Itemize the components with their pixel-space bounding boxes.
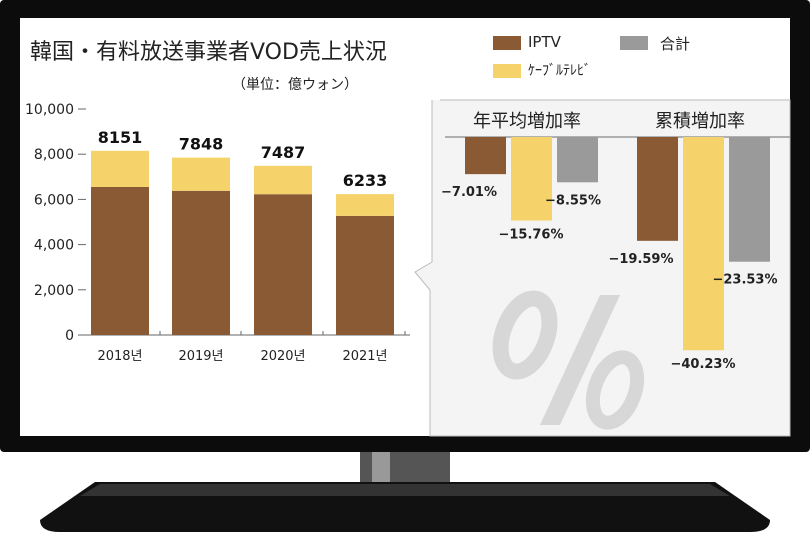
total-label: 7487 bbox=[261, 143, 306, 162]
legend-label-iptv: IPTV bbox=[528, 33, 561, 51]
y-tick-label: 0 bbox=[65, 328, 74, 344]
bar-cable bbox=[91, 150, 149, 187]
x-tick-label: 2020년 bbox=[260, 349, 305, 364]
bar-iptv bbox=[91, 186, 149, 335]
x-tick-label: 2021년 bbox=[342, 349, 387, 364]
tv-base-highlight bbox=[80, 484, 730, 496]
total-label: 7848 bbox=[179, 135, 224, 154]
legend-swatch-iptv bbox=[493, 36, 521, 50]
bar-iptv bbox=[336, 215, 394, 335]
bar-cable bbox=[172, 157, 230, 191]
watermark-ring-bottom bbox=[585, 350, 645, 430]
y-tick-label: 4,000 bbox=[34, 238, 74, 254]
legend-swatch-cable bbox=[493, 64, 521, 78]
value-label: −15.76% bbox=[498, 228, 563, 243]
value-label: −40.23% bbox=[670, 357, 735, 372]
watermark-slash bbox=[540, 295, 620, 425]
y-tick-label: 10,000 bbox=[25, 102, 74, 118]
bar-iptv bbox=[172, 190, 230, 335]
growth-rate-chart: 年平均増加率 −7.01% −15.76% −8.55% 累積増加率 −19.59% −40… bbox=[441, 111, 790, 372]
total-label: 8151 bbox=[98, 128, 143, 147]
value-label: −23.53% bbox=[712, 273, 777, 288]
bar-iptv bbox=[254, 194, 312, 335]
x-tick-label: 2019년 bbox=[178, 349, 223, 364]
tv-neck-highlight bbox=[372, 452, 390, 482]
value-label: −8.55% bbox=[545, 193, 601, 208]
value-label: −7.01% bbox=[441, 185, 497, 200]
legend-label-cable: ｹｰﾌﾞﾙﾃﾚﾋﾞ bbox=[528, 63, 591, 79]
x-tick-label: 2018년 bbox=[97, 349, 142, 364]
unit-label: （単位：億ウォン） bbox=[232, 77, 358, 93]
y-tick-label: 2,000 bbox=[34, 283, 74, 299]
legend-label-total: 合計 bbox=[660, 35, 691, 53]
stacked-bar-chart: 0 2,000 4,000 6,000 8,000 10,000 8151 2018년 7848… bbox=[25, 102, 410, 364]
bar-cable bbox=[336, 194, 394, 216]
bar-cable bbox=[511, 137, 552, 221]
watermark-ring-top bbox=[492, 290, 558, 380]
percent-watermark-icon bbox=[492, 290, 645, 430]
bar-iptv bbox=[465, 137, 506, 175]
value-label: −19.59% bbox=[608, 252, 673, 267]
group-title: 年平均増加率 bbox=[473, 111, 581, 132]
chart-title: 韓国・有料放送事業者VOD売上状況 bbox=[30, 40, 387, 65]
bar-total bbox=[557, 137, 598, 183]
bar-cable bbox=[683, 137, 724, 351]
group-title: 累積増加率 bbox=[655, 111, 745, 132]
bar-total bbox=[729, 137, 770, 262]
bar-cable bbox=[254, 165, 312, 195]
total-label: 6233 bbox=[343, 171, 388, 190]
legend-swatch-total bbox=[620, 36, 648, 50]
y-tick-label: 8,000 bbox=[34, 147, 74, 163]
y-tick-label: 6,000 bbox=[34, 192, 74, 208]
bar-iptv bbox=[637, 137, 678, 241]
